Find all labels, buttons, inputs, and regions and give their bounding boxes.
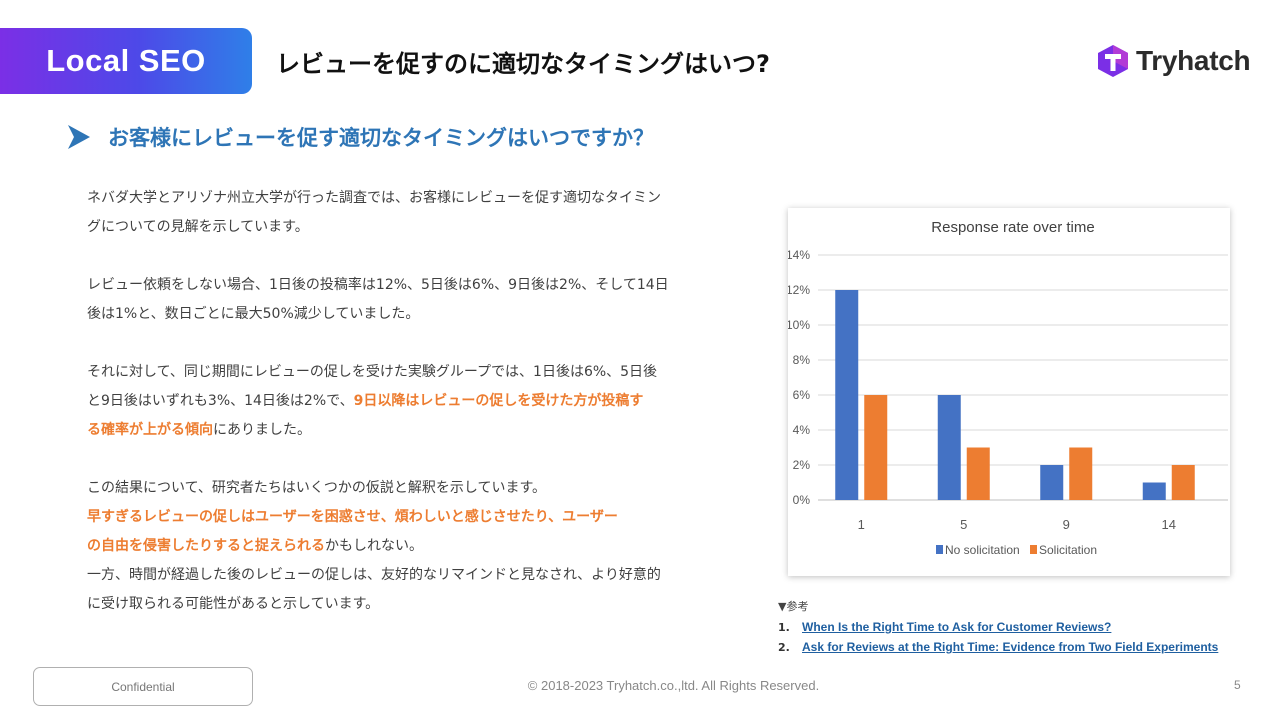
reference-link-1[interactable]: When Is the Right Time to Ask for Custom… — [802, 620, 1112, 634]
y-tick-label: 10% — [788, 318, 810, 332]
paragraph-line: の自由を侵害したりすると捉えられるかもしれない。 — [87, 532, 747, 561]
bar-no-solicitation — [1142, 482, 1166, 500]
y-tick-label: 4% — [793, 423, 811, 437]
arrow-right-icon — [68, 125, 90, 149]
local-seo-badge: Local SEO — [0, 28, 252, 94]
y-tick-label: 14% — [788, 248, 810, 262]
bar-no-solicitation — [835, 290, 859, 500]
tryhatch-logo-icon — [1098, 45, 1128, 77]
tryhatch-logo: Tryhatch — [1096, 44, 1251, 78]
chart-title: Response rate over time — [931, 219, 1094, 236]
paragraph-line: ネバダ大学とアリゾナ州立大学が行った調査では、お客様にレビューを促す適切なタイミ… — [87, 190, 661, 206]
reference-item: 1. When Is the Right Time to Ask for Cus… — [778, 620, 1258, 634]
section-heading: お客様にレビューを促す適切なタイミングはいつですか？ — [66, 122, 654, 152]
y-tick-label: 6% — [793, 388, 811, 402]
reference-item: 2. Ask for Reviews at the Right Time: Ev… — [778, 640, 1258, 654]
highlight-text: 早すぎるレビューの促しはユーザーを困惑させ、煩わしいと感じさせたり、ユーザー — [87, 509, 618, 525]
highlight-text: の自由を侵害したりすると捉えられる — [87, 538, 325, 554]
badge-label: Local SEO — [46, 43, 206, 78]
legend-swatch-solicitation — [1030, 545, 1037, 554]
copyright: © 2018-2023 Tryhatch.co.,ltd. All Rights… — [527, 678, 820, 693]
paragraph-line: グについての見解を示しています。 — [87, 219, 309, 235]
logo-text: Tryhatch — [1136, 45, 1251, 76]
highlight-text: る確率が上がる傾向 — [87, 422, 213, 438]
x-tick-label: 9 — [1063, 517, 1070, 532]
reference-number: 1. — [778, 621, 790, 634]
y-tick-label: 8% — [793, 353, 811, 367]
text-span: かもしれない。 — [325, 538, 423, 554]
paragraph-line: と9日後はいずれも3%、14日後は2%で、9日以降はレビューの促しを受けた方が投… — [87, 387, 747, 416]
paragraph-line: 一方、時間が経過した後のレビューの促しは、友好的なリマインドと見なされ、より好意… — [87, 567, 661, 583]
x-tick-label: 1 — [858, 517, 865, 532]
paragraph-line: 後は1%と、数日ごとに最大50%減少していました。 — [87, 306, 420, 322]
paragraph-line: この結果について、研究者たちはいくつかの仮説と解釈を示しています。 — [87, 480, 547, 496]
page-number: 5 — [1234, 678, 1241, 692]
y-tick-label: 12% — [788, 283, 810, 297]
confidential-label: Confidential — [33, 667, 253, 706]
bar-solicitation — [1171, 465, 1195, 500]
y-tick-label: 2% — [793, 458, 811, 472]
highlight-text: 9日以降はレビューの促しを受けた方が投稿す — [353, 393, 644, 409]
reference-link-2[interactable]: Ask for Reviews at the Right Time: Evide… — [802, 640, 1219, 654]
bar-solicitation — [1069, 447, 1093, 500]
bar-no-solicitation — [1040, 465, 1064, 500]
paragraph-line: る確率が上がる傾向にありました。 — [87, 416, 747, 445]
reference-number: 2. — [778, 641, 790, 654]
x-tick-label: 5 — [960, 517, 967, 532]
page-title: レビューを促すのに適切なタイミングはいつ? — [276, 50, 770, 78]
references: ▼参考 1. When Is the Right Time to Ask for… — [778, 598, 1258, 660]
bar-solicitation — [864, 395, 888, 500]
legend-swatch-no-solicitation — [936, 545, 943, 554]
legend-label: Solicitation — [1039, 543, 1097, 557]
section-heading-text: お客様にレビューを促す適切なタイミングはいつですか？ — [108, 126, 654, 150]
text-span: と9日後はいずれも3%、14日後は2%で、 — [87, 393, 354, 409]
references-heading: ▼参考 — [778, 600, 809, 613]
x-tick-label: 14 — [1162, 517, 1176, 532]
chart-svg: Response rate over time 0% 2% 4% 6% 8% 10% 12% 1… — [786, 219, 1228, 557]
text-span: にありました。 — [213, 422, 311, 438]
paragraph-line: レビュー依頼をしない場合、1日後の投稿率は12%、5日後は6%、9日後は2%、そ… — [87, 277, 669, 293]
body-text: ネバダ大学とアリゾナ州立大学が行った調査では、お客様にレビューを促す適切なタイミ… — [87, 184, 747, 619]
legend-label: No solicitation — [945, 543, 1020, 557]
response-rate-chart: Response rate over time 0% 2% 4% 6% 8% 10% 12% 1… — [786, 208, 1230, 576]
paragraph-line: それに対して、同じ期間にレビューの促しを受けた実験グループでは、1日後は6%、5… — [87, 364, 658, 380]
paragraph-line: に受け取られる可能性があると示しています。 — [87, 596, 380, 612]
bar-no-solicitation — [937, 395, 961, 500]
bar-solicitation — [966, 447, 990, 500]
y-tick-label: 0% — [793, 493, 811, 507]
